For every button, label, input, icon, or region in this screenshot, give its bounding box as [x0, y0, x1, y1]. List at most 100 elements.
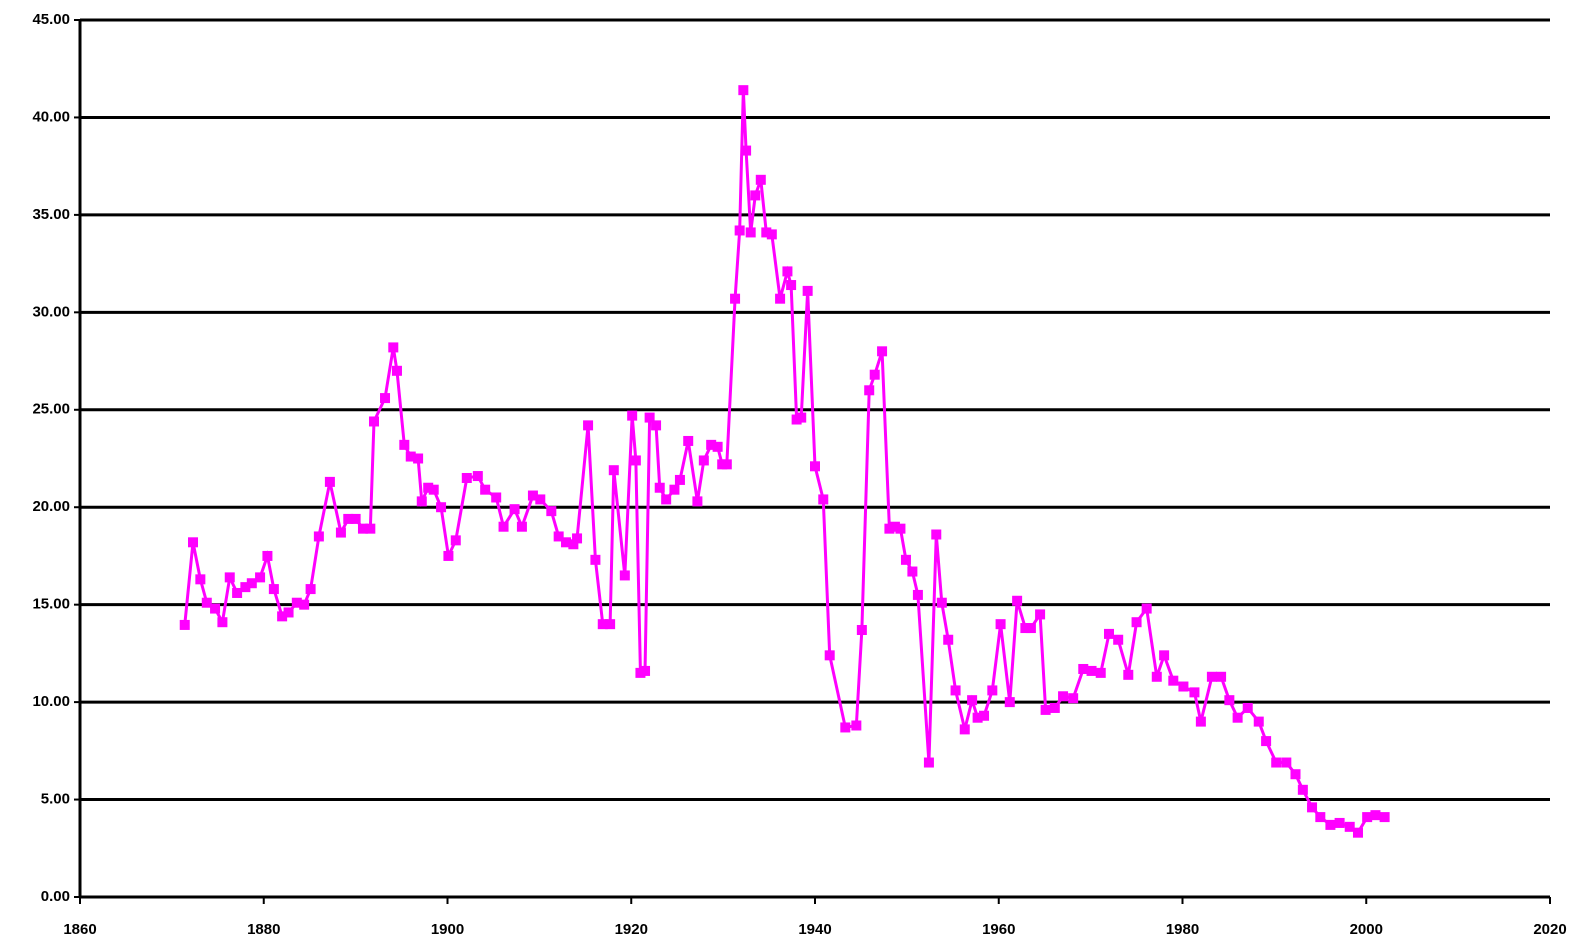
data-marker — [979, 710, 990, 721]
data-marker — [1123, 669, 1134, 680]
data-marker — [810, 461, 820, 472]
data-marker — [923, 757, 934, 768]
data-marker — [995, 619, 1006, 630]
data-marker — [283, 607, 294, 618]
data-marker — [388, 342, 399, 353]
data-marker — [324, 476, 335, 487]
data-marker — [840, 722, 851, 733]
data-marker — [1224, 695, 1235, 706]
data-marker — [1271, 757, 1282, 768]
x-tick-label: 1960 — [982, 921, 1015, 938]
data-marker — [877, 346, 888, 357]
data-marker — [987, 685, 998, 696]
data-marker — [1095, 667, 1106, 678]
data-marker — [750, 190, 761, 201]
data-marker — [232, 587, 243, 598]
data-marker — [365, 523, 376, 534]
data-marker — [1370, 810, 1381, 821]
data-marker — [572, 533, 583, 544]
y-tick-label: 40.00 — [32, 108, 70, 125]
data-marker — [217, 617, 228, 628]
data-marker — [912, 589, 923, 600]
data-marker — [357, 523, 368, 534]
data-marker — [1344, 821, 1355, 832]
data-marker — [1020, 623, 1031, 634]
data-marker — [1004, 697, 1015, 708]
data-marker — [1315, 812, 1326, 823]
data-marker — [597, 619, 608, 630]
y-tick-label: 25.00 — [32, 401, 70, 418]
data-marker — [583, 420, 594, 431]
data-marker — [712, 441, 723, 452]
data-marker — [605, 619, 616, 630]
x-tick-label: 1980 — [1166, 921, 1199, 938]
data-marker — [698, 455, 709, 466]
y-tick-label: 15.00 — [32, 596, 70, 613]
data-marker — [240, 582, 251, 593]
data-marker — [907, 566, 918, 577]
data-marker — [1253, 716, 1264, 727]
data-marker — [630, 455, 641, 466]
data-marker — [480, 484, 491, 495]
data-marker — [818, 494, 829, 505]
data-marker — [1242, 702, 1253, 713]
data-marker — [224, 572, 235, 583]
data-marker — [416, 496, 427, 507]
data-marker — [350, 513, 361, 524]
data-marker — [1325, 819, 1336, 830]
data-marker — [509, 504, 520, 515]
y-tick-label: 35.00 — [32, 206, 70, 223]
data-marker — [201, 597, 212, 608]
data-marker — [1068, 693, 1079, 704]
y-tick-label: 5.00 — [41, 791, 70, 808]
data-marker — [1086, 665, 1097, 676]
data-marker — [972, 712, 983, 723]
data-marker — [851, 720, 862, 731]
y-tick-label: 45.00 — [32, 11, 70, 28]
x-tick-label: 1860 — [63, 921, 96, 938]
data-marker — [730, 293, 741, 304]
data-marker — [1362, 812, 1373, 823]
data-marker — [1012, 595, 1023, 606]
data-marker — [644, 412, 655, 423]
data-marker — [950, 685, 961, 696]
x-tick-label: 1900 — [431, 921, 464, 938]
data-marker — [738, 85, 749, 96]
data-marker — [498, 521, 509, 532]
data-marker — [369, 416, 379, 427]
data-marker — [535, 494, 546, 505]
x-tick-label: 1920 — [615, 921, 648, 938]
data-marker — [627, 410, 638, 421]
data-marker — [1178, 681, 1189, 692]
data-marker — [527, 490, 538, 501]
data-marker — [1049, 702, 1060, 713]
data-marker — [1281, 757, 1292, 768]
data-marker — [943, 634, 954, 645]
y-tick-label: 20.00 — [32, 498, 70, 515]
data-marker — [936, 597, 947, 608]
y-tick-label: 10.00 — [32, 693, 70, 710]
data-marker — [443, 550, 454, 561]
data-marker — [1113, 634, 1124, 645]
data-marker — [889, 521, 900, 532]
data-marker — [262, 550, 273, 561]
data-marker — [1297, 784, 1308, 795]
data-marker — [1025, 623, 1036, 634]
data-marker — [335, 527, 346, 538]
data-marker — [1195, 716, 1206, 727]
data-marker — [1216, 671, 1227, 682]
data-marker — [1261, 736, 1272, 747]
data-marker — [1379, 812, 1390, 823]
data-marker — [195, 574, 206, 585]
data-marker — [255, 572, 266, 583]
data-marker — [692, 496, 703, 507]
data-marker — [1104, 628, 1114, 639]
data-marker — [1141, 603, 1152, 614]
data-marker — [869, 369, 880, 380]
y-tick-label: 30.00 — [32, 303, 70, 320]
data-marker — [766, 229, 777, 240]
data-marker — [619, 570, 630, 581]
data-marker — [856, 625, 867, 636]
data-marker — [546, 506, 557, 517]
